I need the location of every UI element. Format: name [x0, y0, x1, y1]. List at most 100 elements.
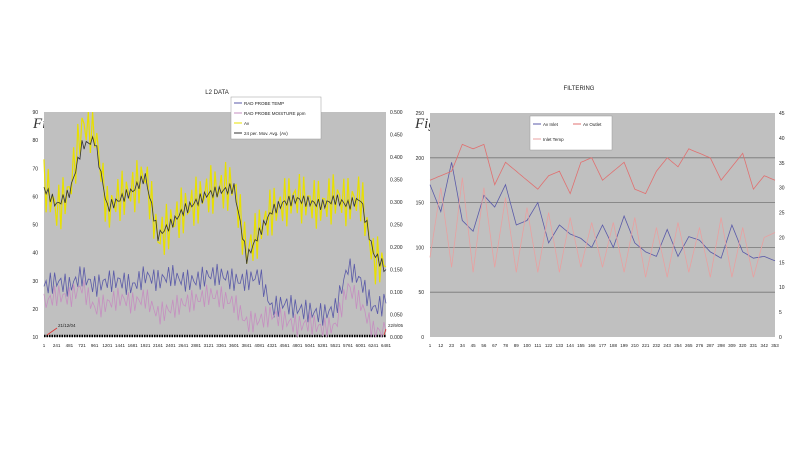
x-tick-label: 122 [545, 343, 553, 348]
y2-tick-label: 35 [779, 161, 785, 167]
x-tick-label: 144 [566, 343, 574, 348]
y-tick-label: 0 [421, 335, 424, 341]
y-tick-label: 80 [32, 138, 38, 144]
x-tick-label: 961 [91, 343, 99, 348]
x-tick-label: 5521 [330, 343, 341, 348]
y2-tick-label: 5 [779, 310, 782, 316]
x-tick-label: 4801 [292, 343, 303, 348]
annotation-arrow [383, 328, 387, 336]
x-tick-label: 34 [460, 343, 466, 348]
series-line-24-per-mov-avg-av- [43, 135, 387, 273]
y2-tick-label: 45 [779, 111, 785, 117]
x-tick-label: 3361 [216, 343, 227, 348]
chart-title: FILTERING [564, 86, 595, 92]
y2-tick-label: 15 [779, 260, 785, 266]
x-tick-label: 232 [653, 343, 661, 348]
x-tick-label: 4321 [267, 343, 278, 348]
x-tick-label: 6241 [368, 343, 379, 348]
series-line-av-outlet [429, 143, 776, 195]
y2-tick-label: 0.050 [390, 313, 403, 319]
legend [230, 96, 322, 140]
x-tick-label: 89 [514, 343, 520, 348]
x-tick-label: 353 [771, 343, 779, 348]
x-tick-label: 298 [717, 343, 725, 348]
y2-tick-label: 20 [779, 235, 785, 241]
x-tick-label: 6001 [356, 343, 367, 348]
y2-tick-label: 0.250 [390, 223, 403, 229]
x-tick-label: 2161 [153, 343, 164, 348]
x-tick-label: 23 [449, 343, 455, 348]
x-tick-label: 2641 [178, 343, 189, 348]
series-line-inlet-temp [429, 177, 776, 278]
x-tick-label: 177 [599, 343, 607, 348]
x-tick-label: 5761 [343, 343, 354, 348]
legend-label: Av Inlet [543, 122, 559, 127]
y-tick-label: 250 [416, 111, 425, 117]
y-tick-label: 30 [32, 279, 38, 285]
x-tick-label: 78 [503, 343, 509, 348]
series-line-av-inlet [429, 162, 776, 262]
y2-tick-label: 0.500 [390, 110, 403, 116]
y2-tick-label: 0.200 [390, 245, 403, 251]
x-tick-label: 4561 [280, 343, 291, 348]
y-tick-label: 100 [416, 245, 425, 251]
x-tick-label: 45 [471, 343, 477, 348]
y-tick-label: 20 [32, 307, 38, 313]
x-tick-label: 287 [707, 343, 715, 348]
x-tick-label: 56 [481, 343, 487, 348]
x-tick-label: 199 [620, 343, 628, 348]
x-tick-label: 67 [492, 343, 498, 348]
y2-tick-label: 10 [779, 285, 785, 291]
x-tick-label: 2881 [191, 343, 202, 348]
x-tick-label: 100 [523, 343, 531, 348]
y-tick-label: 50 [418, 290, 424, 296]
y2-tick-label: 25 [779, 211, 785, 217]
x-tick-label: 1441 [115, 343, 126, 348]
x-tick-label: 481 [66, 343, 74, 348]
x-tick-label: 265 [685, 343, 693, 348]
x-tick-label: 12 [438, 343, 444, 348]
x-tick-label: 6481 [381, 343, 392, 348]
y-tick-label: 10 [32, 335, 38, 341]
x-tick-label: 111 [534, 343, 541, 348]
x-tick-label: 1201 [102, 343, 113, 348]
y-tick-label: 50 [32, 223, 38, 229]
y2-tick-label: 0.100 [390, 290, 403, 296]
x-tick-label: 1921 [140, 343, 151, 348]
x-tick-label: 155 [577, 343, 585, 348]
series-line-rad-probe-temp [43, 258, 387, 326]
y-tick-label: 40 [32, 251, 38, 257]
legend-label: RAD PROBE TEMP [244, 101, 284, 106]
annotation-arrow [46, 327, 58, 336]
annotation-end-date: 22/9/05 [388, 323, 404, 328]
x-tick-label: 5281 [318, 343, 329, 348]
legend-label: RAD PROBE MOISTURE ppm [244, 111, 306, 116]
x-tick-label: 331 [750, 343, 758, 348]
y2-tick-label: 0 [779, 335, 782, 341]
y2-tick-label: 0.300 [390, 200, 403, 206]
series-line-av [43, 111, 387, 285]
x-tick-label: 221 [642, 343, 650, 348]
y2-tick-label: 0.000 [390, 335, 403, 341]
plot-area [44, 112, 386, 337]
chart-title: L2 DATA [205, 90, 228, 96]
x-tick-label: 241 [53, 343, 61, 348]
x-tick-label: 721 [78, 343, 86, 348]
legend-label: 24 per. Mov. Avg. (Av) [244, 131, 288, 136]
x-tick-label: 210 [631, 343, 639, 348]
y2-tick-label: 40 [779, 136, 785, 142]
x-tick-label: 309 [728, 343, 736, 348]
y2-tick-label: 0.150 [390, 268, 403, 274]
y2-tick-label: 30 [779, 186, 785, 192]
x-tick-label: 5041 [305, 343, 316, 348]
y2-tick-label: 0.350 [390, 178, 403, 184]
y-tick-label: 60 [32, 194, 38, 200]
x-tick-label: 133 [556, 343, 564, 348]
x-tick-label: 166 [588, 343, 596, 348]
x-tick-label: 276 [696, 343, 704, 348]
x-tick-label: 188 [610, 343, 618, 348]
x-tick-label: 3121 [204, 343, 215, 348]
x-tick-label: 1681 [128, 343, 139, 348]
legend [529, 115, 613, 151]
